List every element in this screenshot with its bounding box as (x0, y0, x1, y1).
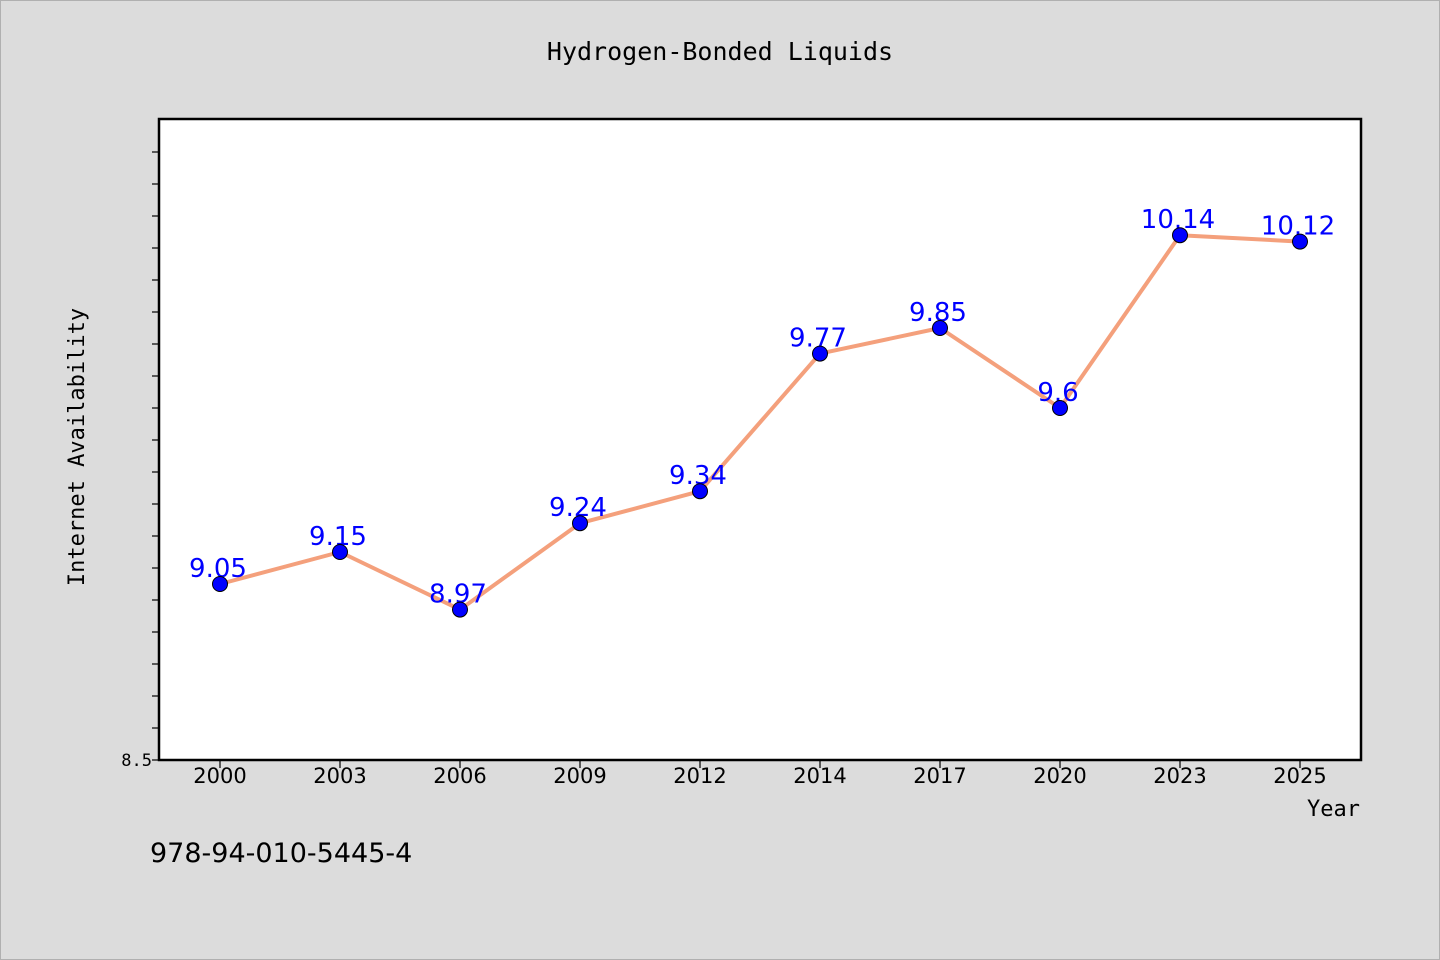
data-point (812, 345, 828, 362)
y-tick-label: 8.5 (121, 751, 152, 771)
x-axis-label: Year (1307, 797, 1360, 822)
x-tick-label: 2023 (1153, 764, 1206, 788)
x-tick-label: 2006 (433, 764, 486, 788)
plot-area (157, 117, 1363, 762)
data-point (1052, 400, 1068, 416)
data-point (1292, 233, 1308, 250)
data-point (932, 320, 948, 336)
series-group: 9.059.158.979.249.349.779.859.610.14 10.1… (189, 205, 1335, 618)
x-tick-label: 2020 (1033, 764, 1086, 788)
x-tick-label: 2012 (673, 764, 726, 788)
data-point (332, 544, 348, 560)
x-tick-label: 2003 (313, 764, 366, 788)
series-line (219, 233, 1301, 612)
x-tick-label: 2014 (793, 764, 846, 788)
x-tick-label: 2009 (553, 764, 606, 788)
data-point (692, 483, 708, 500)
y-axis-label: Internet Availability (65, 308, 90, 586)
chart-title: Hydrogen-Bonded Liquids (547, 37, 893, 66)
x-tick-label: 2000 (193, 764, 246, 788)
x-tick-label: 2017 (913, 764, 966, 788)
data-point (452, 601, 468, 618)
x-axis-ticks: 2000 2003 2006 2009 2012 2014 2017 2020 2023 2025 (193, 761, 1327, 788)
x-tick-label: 2025 (1273, 764, 1326, 788)
data-point (1172, 227, 1188, 244)
footer-code: 978-94-010-5445-4 (150, 838, 412, 869)
data-point (572, 515, 588, 532)
y-axis-ticks: 8.5 (121, 151, 159, 771)
data-point (212, 576, 228, 592)
